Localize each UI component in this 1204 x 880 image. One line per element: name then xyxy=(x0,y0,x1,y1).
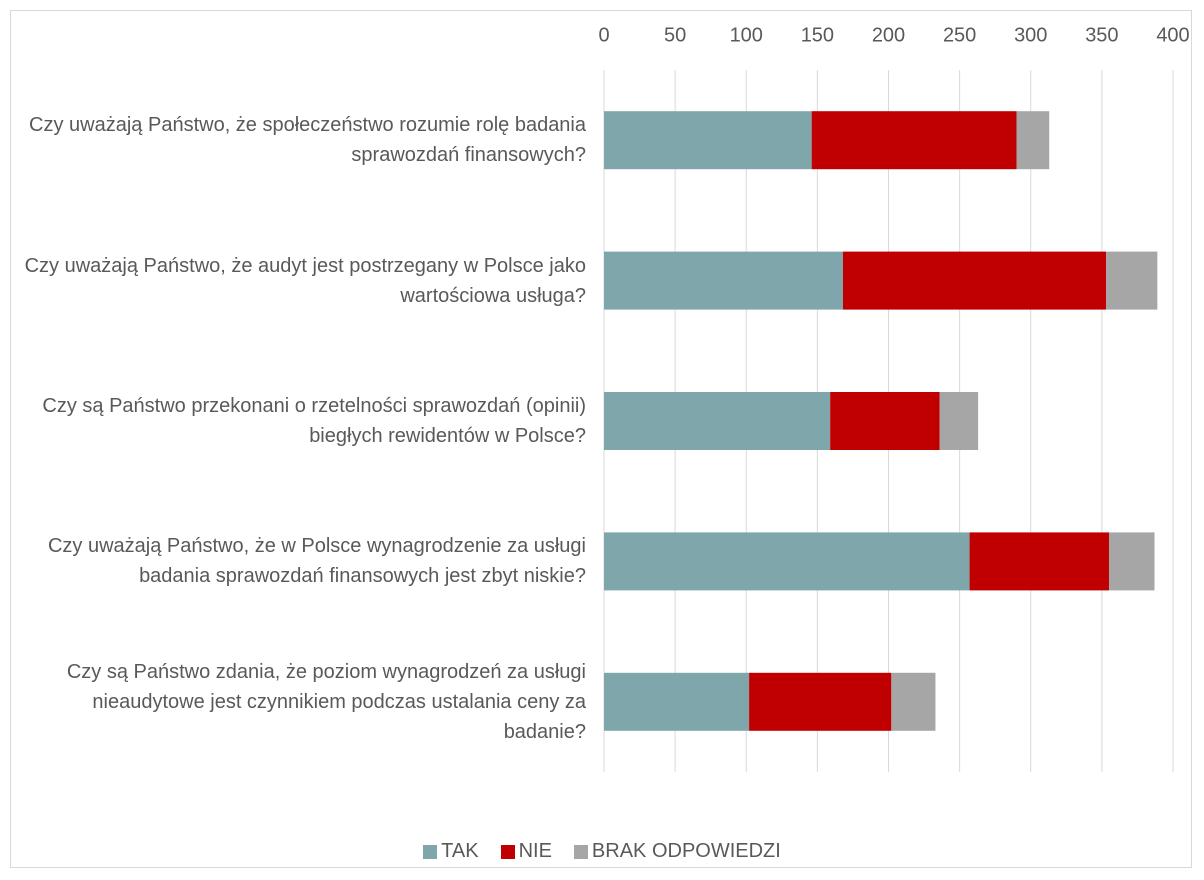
category-label: Czy uważają Państwo, że społeczeństwo ro… xyxy=(29,114,586,167)
x-tick-label: 0 xyxy=(598,24,609,46)
legend-item: NIE xyxy=(500,840,552,863)
bar-segment xyxy=(1016,111,1050,170)
bar-segment xyxy=(604,251,843,310)
x-tick-label: 100 xyxy=(730,24,763,46)
category-label: Czy są Państwo przekonani o rzetelności … xyxy=(42,395,586,447)
legend-item: TAK xyxy=(423,840,479,863)
legend-item: BRAK ODPOWIEDZI xyxy=(573,840,781,863)
bar-segment xyxy=(811,111,1017,170)
category-label: Czy są Państwo zdania, że poziom wynagro… xyxy=(66,660,586,743)
legend-label: BRAK ODPOWIEDZI xyxy=(591,840,781,862)
legend-swatch xyxy=(573,844,588,859)
bar-segment xyxy=(1106,251,1158,310)
x-tick-label: 250 xyxy=(943,24,976,46)
legend-label: TAK xyxy=(441,840,479,862)
bar-segment xyxy=(842,251,1107,310)
bar-segment xyxy=(604,672,750,731)
x-tick-label: 350 xyxy=(1085,24,1118,46)
chart-frame xyxy=(10,10,1192,868)
legend-swatch xyxy=(423,844,438,859)
legend: TAK NIE BRAK ODPOWIEDZI xyxy=(0,840,1204,863)
x-tick-label: 300 xyxy=(1014,24,1047,46)
legend-label: NIE xyxy=(518,840,552,862)
bar-segment xyxy=(604,532,970,591)
bar-segment xyxy=(1108,532,1155,591)
x-tick-label: 50 xyxy=(664,24,686,46)
bar-segment xyxy=(604,111,812,170)
bar-segment xyxy=(891,672,936,731)
bar-segment xyxy=(939,392,979,450)
bar-segment xyxy=(604,392,831,450)
legend-swatch xyxy=(500,844,515,859)
x-tick-label: 400 xyxy=(1156,24,1189,46)
bar-segment xyxy=(749,672,892,731)
x-tick-label: 200 xyxy=(872,24,905,46)
category-label: Czy uważają Państwo, że audyt jest postr… xyxy=(24,254,586,307)
category-label: Czy uważają Państwo, że w Polsce wynagro… xyxy=(47,535,586,588)
x-tick-label: 150 xyxy=(801,24,834,46)
bar-segment xyxy=(830,392,940,450)
bar-segment xyxy=(969,532,1109,591)
